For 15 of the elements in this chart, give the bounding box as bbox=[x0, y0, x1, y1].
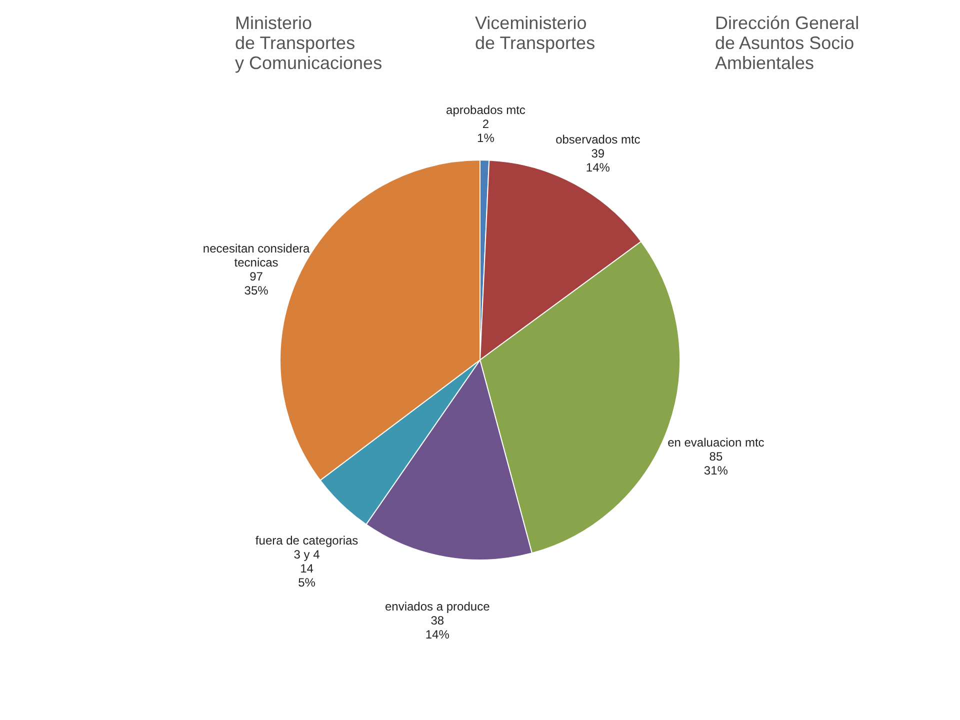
data-label: 97 35% bbox=[244, 269, 269, 298]
text: Dirección General de Asuntos Socio Ambientales bbox=[715, 13, 860, 73]
slice-label: enviados a produce bbox=[384, 599, 490, 614]
data-label: 85 31% bbox=[704, 450, 728, 478]
data-label: 14 5% bbox=[298, 561, 316, 590]
slice-label: fuera de categorias 3 y 4 bbox=[255, 533, 358, 562]
slice-label: necesitan considera tecnicas bbox=[202, 241, 310, 270]
slice-label: aprobados mtc bbox=[446, 103, 526, 118]
data-label: 38 14% bbox=[425, 613, 450, 642]
data-label: 2 1% bbox=[477, 117, 495, 146]
text: Ministerio de Transportes y Comunicaciones bbox=[235, 13, 382, 73]
slice-label: observados mtc bbox=[556, 132, 640, 147]
data-label: 39 14% bbox=[586, 146, 610, 175]
slice-label: en evaluacion mtc bbox=[668, 436, 764, 450]
text: Viceministerio de Transportes bbox=[475, 13, 596, 53]
